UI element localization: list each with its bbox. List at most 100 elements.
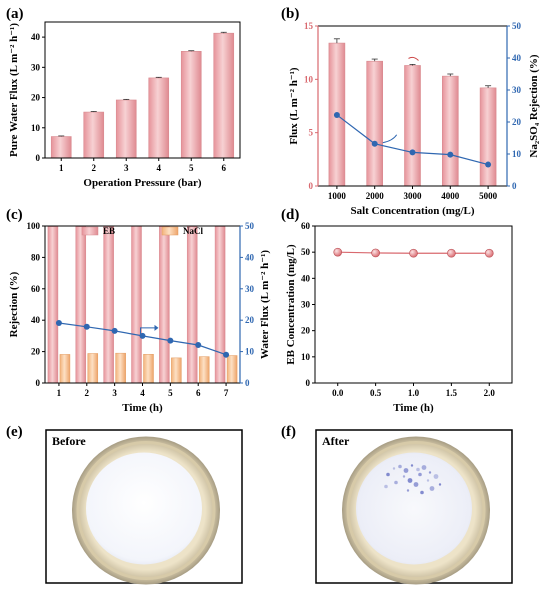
x-tick-label-c: 5 bbox=[168, 388, 173, 398]
y-a-tick-label: 20 bbox=[31, 93, 41, 103]
y-left-c-tick-label: 100 bbox=[27, 221, 41, 231]
x-tick-label-d: 1.0 bbox=[408, 388, 420, 398]
x-tick-label-c: 6 bbox=[196, 388, 201, 398]
legend-label-eb: EB bbox=[103, 226, 115, 236]
y-left-b-tick-label: 5 bbox=[309, 128, 314, 138]
panel-label-e: (e) bbox=[6, 424, 23, 440]
bar-c-nacl-2 bbox=[87, 353, 99, 384]
membrane-disc bbox=[356, 452, 472, 565]
legend-label-nacl: NaCl bbox=[183, 226, 203, 236]
dye-stain-spot bbox=[413, 482, 419, 487]
rejection-point-b-2000 bbox=[371, 140, 378, 147]
bar-a-2 bbox=[83, 111, 105, 159]
bar-b-4000 bbox=[441, 75, 459, 187]
dye-stain-spot bbox=[429, 486, 435, 491]
legend-swatch-eb bbox=[81, 226, 99, 236]
y-d-tick-label: 60 bbox=[301, 221, 311, 231]
flux-arrowhead-c bbox=[154, 324, 159, 331]
bar-a-5 bbox=[180, 51, 202, 159]
panel-label-c: (c) bbox=[6, 207, 23, 223]
x-tick-label-b: 2000 bbox=[366, 191, 385, 201]
y-right-b-tick-label: 20 bbox=[512, 117, 522, 127]
x-tick-label-b: 3000 bbox=[404, 191, 423, 201]
x-tick-label-d: 0.5 bbox=[370, 388, 382, 398]
y-d-tick-label: 20 bbox=[301, 326, 311, 336]
y-d-tick-label: 0 bbox=[306, 378, 311, 388]
y-left-c-tick-label: 60 bbox=[31, 284, 41, 294]
x-tick-label-a: 6 bbox=[222, 163, 227, 173]
bar-b-3000 bbox=[404, 65, 421, 187]
dye-stain-spot bbox=[398, 464, 402, 469]
y-right-b-tick-label: 40 bbox=[512, 53, 522, 63]
x-tick-label-b: 4000 bbox=[441, 191, 460, 201]
y-d-tick-label: 10 bbox=[301, 352, 311, 362]
rejection-arrow-b bbox=[382, 134, 398, 144]
bar-c-nacl-6 bbox=[198, 356, 210, 384]
y-a-tick-label: 40 bbox=[31, 32, 41, 42]
bar-c-eb-5 bbox=[159, 226, 170, 384]
dye-stain-spot bbox=[438, 483, 442, 486]
bar-c-nacl-7 bbox=[226, 355, 238, 384]
rejection-point-b-3000 bbox=[409, 149, 416, 156]
y-right-b-tick-label: 30 bbox=[512, 85, 522, 95]
photo-caption-after: After bbox=[322, 434, 350, 448]
bar-a-3 bbox=[115, 99, 137, 159]
y-right-axis-title-b: Na₂SO₄ Rejection (%) bbox=[528, 54, 540, 157]
dye-stain-spot bbox=[426, 479, 430, 482]
bar-c-eb-4 bbox=[131, 226, 142, 384]
x-axis-title-a: Operation Pressure (bar) bbox=[83, 177, 201, 189]
petri-dish-rim bbox=[76, 441, 216, 580]
dye-stain-spot bbox=[403, 468, 409, 473]
bar-a-4 bbox=[148, 77, 170, 159]
panel-b: (b) 1000 2000 3000 4000 5000 0 5 10 15 0 10 20 30 40 50… bbox=[281, 6, 540, 217]
photo-panel-f: (f) After bbox=[281, 424, 513, 585]
x-tick-label-d: 0.0 bbox=[332, 388, 344, 398]
dye-stain-spot bbox=[421, 465, 427, 470]
dye-stain-spot bbox=[392, 467, 396, 470]
dye-stain-spot bbox=[428, 471, 432, 474]
y-right-b-tick-label: 50 bbox=[512, 21, 522, 31]
y-right-c-tick-label: 50 bbox=[245, 221, 255, 231]
bar-c-nacl-5 bbox=[171, 357, 182, 384]
dye-stain-spot bbox=[433, 474, 439, 479]
y-axis-title-a: Pure Water Flux (L m⁻² h⁻¹) bbox=[8, 23, 20, 157]
y-left-axis-title-b: Flux (L m⁻² h⁻¹) bbox=[288, 67, 300, 145]
rejection-point-b-4000 bbox=[447, 151, 454, 158]
y-a-tick-label: 30 bbox=[31, 62, 41, 72]
bar-b-5000 bbox=[479, 87, 497, 187]
water-flux-point-c-5 bbox=[167, 337, 174, 344]
y-left-c-tick-label: 20 bbox=[31, 347, 41, 357]
y-a-tick-label: 0 bbox=[36, 153, 41, 163]
dye-stain-spot bbox=[418, 472, 422, 477]
water-flux-point-c-3 bbox=[111, 327, 118, 334]
dye-stain-spot bbox=[402, 475, 406, 478]
water-flux-point-c-1 bbox=[55, 320, 62, 327]
y-d-tick-label: 30 bbox=[301, 300, 311, 310]
y-left-c-tick-label: 0 bbox=[36, 378, 41, 388]
eb-concentration-point-d-0.0 bbox=[333, 247, 343, 257]
dye-stain-spot bbox=[406, 489, 410, 492]
panel-label-b: (b) bbox=[281, 6, 299, 22]
rejection-point-b-1000 bbox=[333, 111, 340, 118]
bar-a-1 bbox=[50, 136, 72, 159]
x-tick-label-a: 1 bbox=[59, 163, 64, 173]
y-left-c-tick-label: 80 bbox=[31, 252, 41, 262]
x-axis-title-c: Time (h) bbox=[122, 402, 163, 414]
x-tick-label-a: 3 bbox=[124, 163, 129, 173]
bar-a-6 bbox=[213, 32, 235, 159]
photo-caption-before: Before bbox=[52, 434, 86, 448]
x-tick-label-c: 3 bbox=[112, 388, 117, 398]
bar-c-eb-3 bbox=[103, 226, 114, 384]
y-right-c-tick-label: 10 bbox=[245, 347, 255, 357]
panel-label-f: (f) bbox=[281, 424, 296, 440]
plot-frame-a bbox=[44, 21, 241, 159]
x-tick-label-a: 2 bbox=[92, 163, 97, 173]
legend-c: EB NaCl bbox=[81, 226, 203, 236]
x-axis-title-b: Salt Concentration (mg/L) bbox=[350, 205, 474, 217]
flux-arrow-c bbox=[140, 327, 155, 334]
eb-concentration-point-d-1.0 bbox=[409, 248, 418, 258]
bar-c-nacl-4 bbox=[143, 354, 154, 384]
x-tick-label-b: 1000 bbox=[328, 191, 347, 201]
flux-arrow-b bbox=[408, 56, 419, 61]
y-right-b-tick-label: 0 bbox=[512, 181, 517, 191]
